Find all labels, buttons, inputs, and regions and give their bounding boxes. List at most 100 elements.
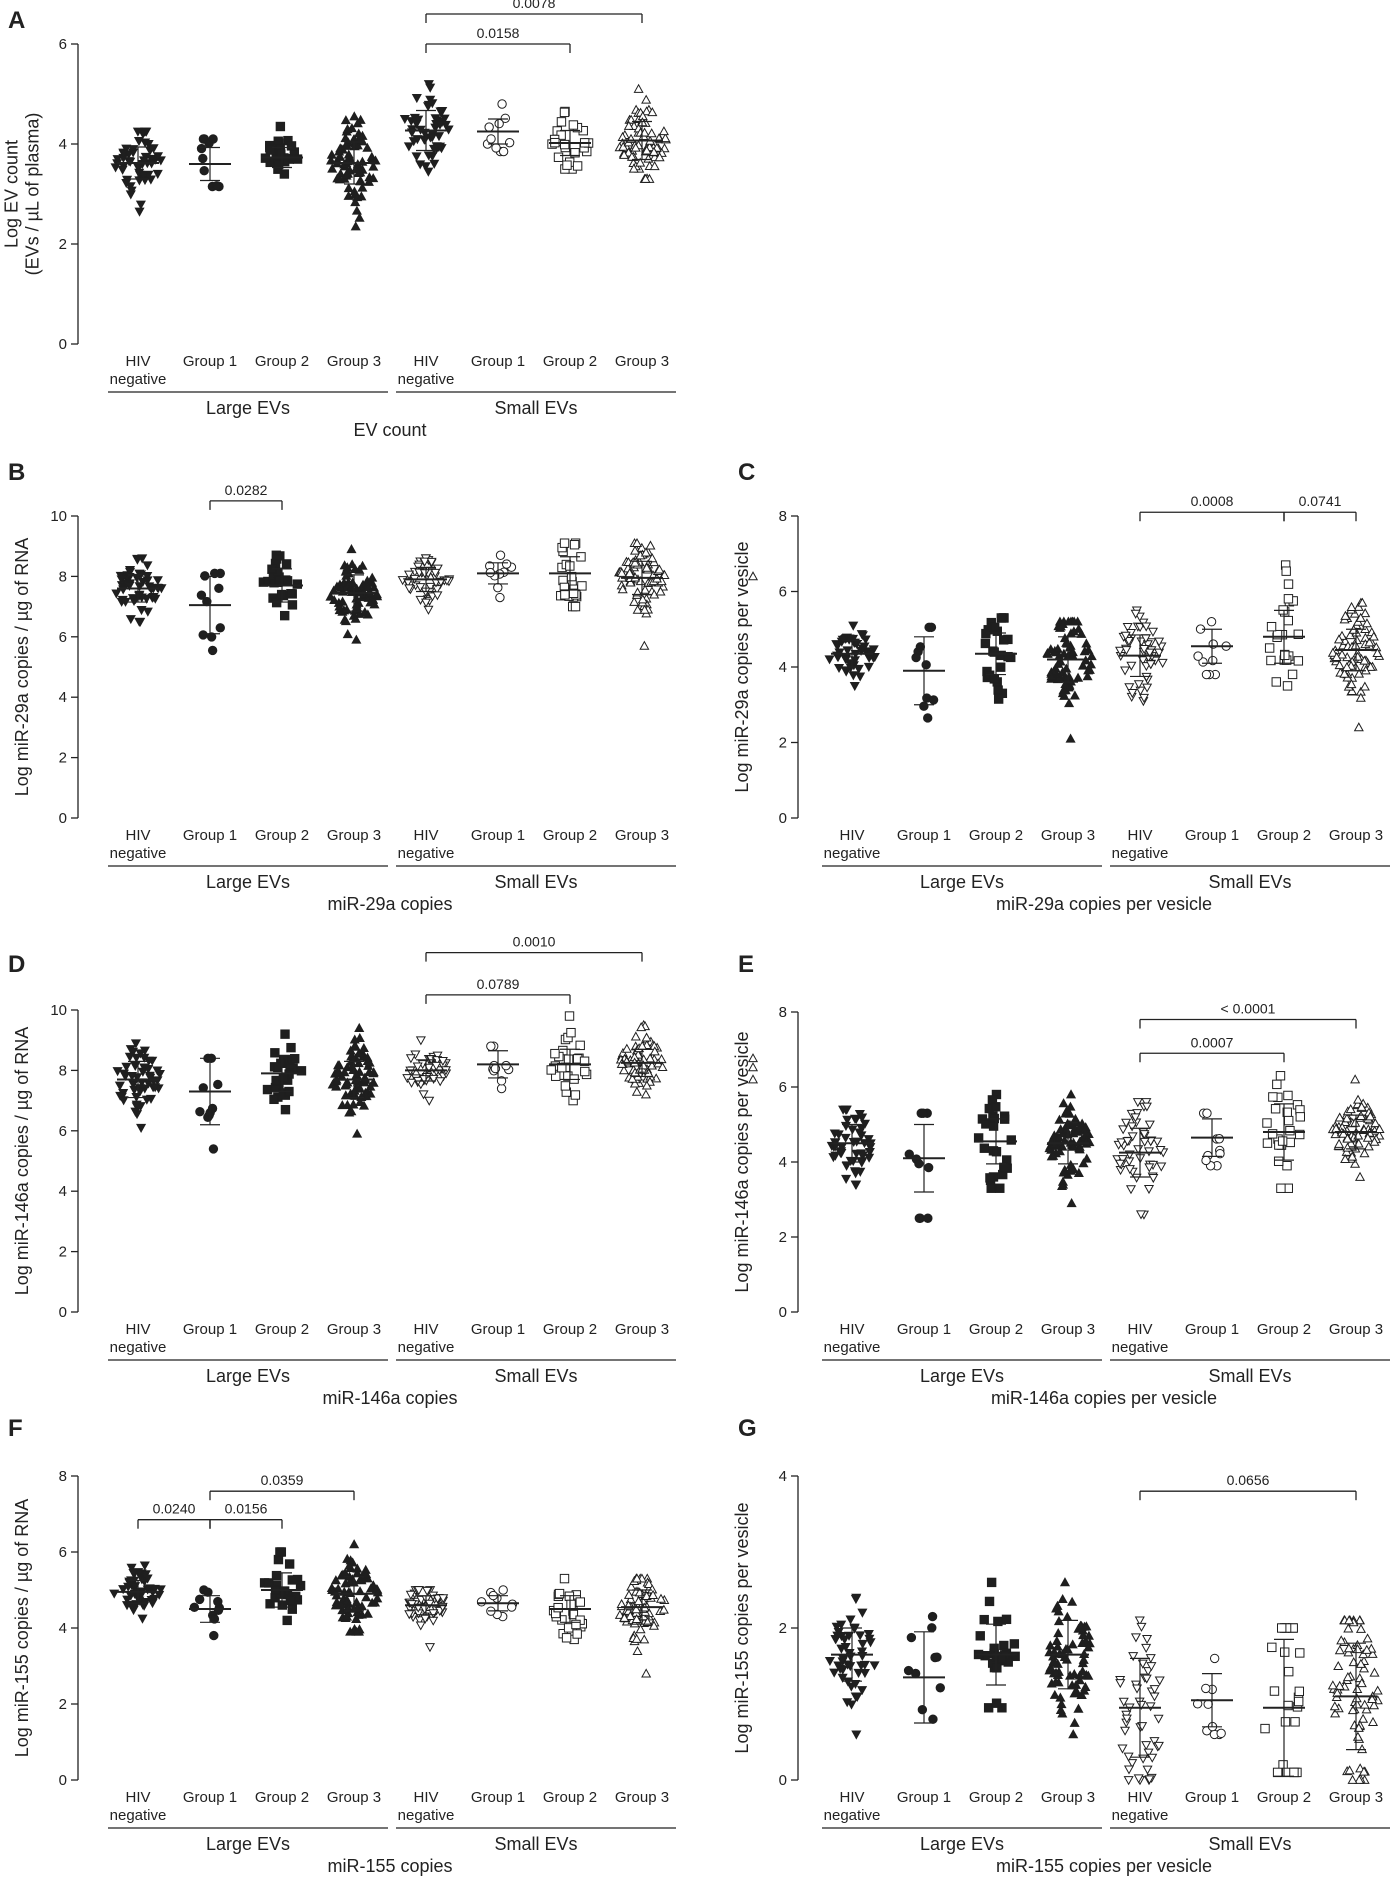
data-point <box>633 1596 644 1606</box>
data-point <box>630 142 641 152</box>
data-point <box>350 613 361 623</box>
data-point <box>629 596 640 606</box>
data-point <box>126 1563 137 1573</box>
series-large-0 <box>112 1039 165 1134</box>
p-value-label: 0.0008 <box>1191 493 1234 509</box>
data-point <box>831 640 842 650</box>
data-point <box>435 107 446 117</box>
y-axis-label: Log miR-146a copies / µg of RNA <box>12 1027 32 1296</box>
data-point <box>411 94 422 104</box>
data-point <box>354 1032 365 1043</box>
data-point <box>906 1632 917 1643</box>
data-point <box>831 1622 842 1632</box>
data-point <box>1267 1642 1277 1653</box>
data-point <box>346 123 357 133</box>
data-point <box>575 1597 585 1607</box>
data-point <box>199 166 209 176</box>
data-point <box>1131 1173 1142 1183</box>
data-point <box>1138 693 1150 703</box>
data-point <box>337 1100 348 1110</box>
data-point <box>196 143 207 154</box>
data-point <box>287 1604 297 1614</box>
data-point <box>196 590 207 600</box>
data-point <box>1121 1714 1132 1724</box>
data-point <box>1293 656 1304 666</box>
panel-b: B 0 2 4 6 8 10 Log miR-29a copies / µg of RNA HI… <box>8 459 759 914</box>
x-tick-label: HIV <box>125 1321 150 1338</box>
panel-e: E 0 2 4 6 8 Log miR-146a copies per vesicle HIV… <box>732 951 1390 1408</box>
data-point <box>423 1063 434 1073</box>
data-point <box>198 153 208 164</box>
data-point <box>559 1573 570 1584</box>
data-point <box>1290 1717 1300 1727</box>
data-point <box>125 157 136 167</box>
data-point <box>985 1173 995 1183</box>
data-point <box>633 83 644 93</box>
data-point <box>285 1595 296 1606</box>
x-tick-label: Group 3 <box>327 1321 381 1338</box>
data-point <box>1280 1647 1290 1657</box>
data-point <box>198 630 208 640</box>
data-point <box>152 169 163 180</box>
data-point <box>1201 669 1212 680</box>
series-large-1 <box>189 134 231 192</box>
data-point <box>1052 674 1063 684</box>
y-tick-label: 6 <box>59 629 67 646</box>
data-point <box>1355 612 1366 622</box>
data-point <box>1075 1620 1086 1630</box>
data-point <box>493 582 503 593</box>
data-point <box>152 576 163 586</box>
data-point <box>1123 636 1134 647</box>
data-point <box>1356 1678 1367 1688</box>
data-point <box>1327 1680 1338 1690</box>
data-point <box>209 568 220 579</box>
data-point <box>631 1613 642 1624</box>
x-tick-label: Group 3 <box>615 1789 669 1806</box>
group-label: Large EVs <box>206 398 290 418</box>
data-point <box>354 608 365 618</box>
data-point <box>869 653 880 663</box>
data-point <box>1270 1104 1281 1114</box>
data-point <box>1264 643 1275 653</box>
data-point <box>429 159 440 169</box>
series-large-2 <box>258 550 303 621</box>
data-point <box>829 1668 840 1678</box>
data-point <box>747 1053 759 1063</box>
data-point <box>1367 1716 1379 1726</box>
series-small-3 <box>614 83 671 183</box>
data-point <box>1118 1697 1129 1707</box>
data-point <box>1057 1141 1068 1151</box>
data-point <box>412 1062 423 1072</box>
data-point <box>649 1046 660 1056</box>
data-point <box>1340 610 1351 620</box>
data-point <box>839 1635 850 1645</box>
data-point <box>1077 660 1089 670</box>
group-label: Small EVs <box>494 1366 577 1386</box>
data-point <box>1355 1658 1366 1668</box>
data-point <box>414 1616 425 1626</box>
x-tick-label: HIV <box>125 1789 150 1806</box>
data-point <box>154 1590 165 1600</box>
data-point <box>1347 1774 1358 1784</box>
series-small-0 <box>404 1586 449 1653</box>
data-point <box>404 570 415 580</box>
data-point <box>641 145 652 155</box>
data-point <box>355 1083 366 1093</box>
y-tick-label: 2 <box>59 236 67 253</box>
data-point <box>495 592 505 603</box>
series-small-2 <box>1263 560 1305 691</box>
data-point <box>1347 1151 1358 1161</box>
data-point <box>1074 1675 1085 1685</box>
y-tick-label: 6 <box>779 1079 787 1096</box>
data-point <box>1281 566 1291 576</box>
data-point <box>365 597 376 607</box>
data-point <box>579 1056 590 1066</box>
p-value-label: 0.0158 <box>477 25 520 41</box>
data-point <box>1330 1708 1341 1718</box>
data-point <box>372 1587 383 1597</box>
data-point <box>546 1065 556 1075</box>
data-point <box>1268 1092 1278 1102</box>
data-point <box>1347 1704 1358 1715</box>
data-point <box>349 111 360 121</box>
